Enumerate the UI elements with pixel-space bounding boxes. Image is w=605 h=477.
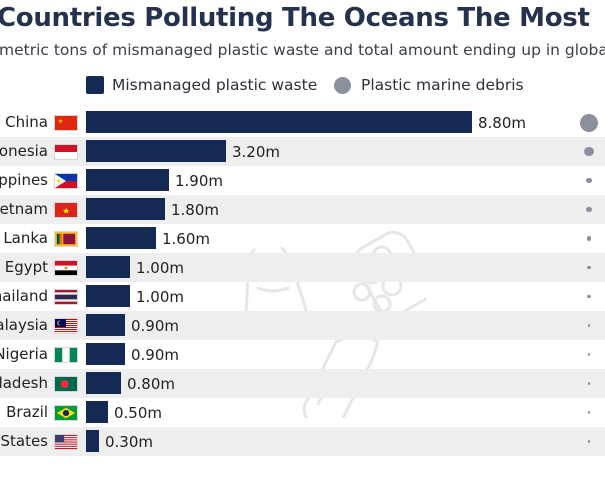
category-label: hailand <box>0 287 48 305</box>
bar-value-label: 3.20m <box>232 143 281 161</box>
category-label: Nigeria <box>0 345 48 363</box>
bar <box>86 372 121 394</box>
chart-row: Brazil 0.50m <box>0 398 605 427</box>
bar <box>86 314 125 336</box>
thailand-flag-icon <box>54 289 78 305</box>
debris-dot <box>587 294 591 299</box>
china-flag-icon: ★ <box>54 115 78 131</box>
debris-dot <box>586 177 592 184</box>
bar <box>86 430 99 452</box>
chart-row: Lanka 1.60m <box>0 224 605 253</box>
usa-flag-icon <box>54 434 78 450</box>
chart-row: States 0.30m <box>0 427 605 456</box>
bar <box>86 111 472 133</box>
bar-value-label: 1.90m <box>175 172 224 190</box>
legend-label: Mismanaged plastic waste <box>112 76 318 94</box>
bar <box>86 169 169 191</box>
legend-item-debris: Plastic marine debris <box>334 76 524 94</box>
bar <box>86 227 156 249</box>
bar-value-label: 0.80m <box>127 375 176 393</box>
debris-dot <box>587 382 591 385</box>
chart-row: ppines 1.90m <box>0 166 605 195</box>
chart-row: alaysia 0.90m <box>0 311 605 340</box>
bar-value-label: 1.80m <box>171 201 220 219</box>
egypt-flag-icon <box>54 260 78 276</box>
debris-dot <box>586 206 592 213</box>
svg-text:★: ★ <box>62 207 69 216</box>
vietnam-flag-icon: ★ <box>54 202 78 218</box>
bar-value-label: 1.00m <box>136 259 185 277</box>
debris-dot <box>584 146 594 157</box>
category-label: States <box>0 432 48 450</box>
chart-row: etnam ★ 1.80m <box>0 195 605 224</box>
debris-dot <box>580 113 598 132</box>
category-label: China <box>5 113 48 131</box>
indonesia-flag-icon <box>54 144 78 160</box>
chart-title: Countries Polluting The Oceans The Most <box>0 3 590 33</box>
debris-dot <box>587 411 591 414</box>
category-label: alaysia <box>0 316 48 334</box>
legend-circle-icon <box>334 76 351 94</box>
philippines-flag-icon <box>54 173 78 189</box>
debris-dot <box>587 440 591 443</box>
brazil-flag-icon <box>54 405 78 421</box>
debris-dot <box>586 236 592 241</box>
debris-dot <box>587 324 591 327</box>
bar <box>86 285 130 307</box>
chart-row: hailand 1.00m <box>0 282 605 311</box>
malaysia-flag-icon <box>54 318 78 334</box>
legend-square-icon <box>86 76 104 94</box>
bar-value-label: 1.60m <box>162 230 211 248</box>
chart-row: China ★ 8.80m <box>0 108 605 137</box>
debris-dot <box>587 265 591 270</box>
category-label: Egypt <box>4 258 48 276</box>
category-label: onesia <box>0 142 48 160</box>
category-label: etnam <box>0 200 48 218</box>
chart-row: ladesh 0.80m <box>0 369 605 398</box>
bar <box>86 198 165 220</box>
sri-lanka-flag-icon <box>54 231 78 247</box>
bar-value-label: 1.00m <box>136 288 185 306</box>
bar-value-label: 0.90m <box>131 346 180 364</box>
bar-value-label: 0.90m <box>131 317 180 335</box>
bar-value-label: 0.30m <box>105 433 154 451</box>
nigeria-flag-icon <box>54 347 78 363</box>
legend-label: Plastic marine debris <box>361 76 524 94</box>
chart-row: Egypt 1.00m <box>0 253 605 282</box>
category-label: Lanka <box>3 229 48 247</box>
bangladesh-flag-icon <box>54 376 78 392</box>
svg-text:★: ★ <box>58 118 64 125</box>
bar-value-label: 8.80m <box>478 114 527 132</box>
bar-value-label: 0.50m <box>114 404 163 422</box>
chart-subtitle: metric tons of mismanaged plastic waste … <box>0 41 605 59</box>
debris-dot <box>587 353 591 356</box>
legend-item-mismanaged: Mismanaged plastic waste <box>86 76 317 94</box>
bar <box>86 401 108 423</box>
chart-row: Nigeria 0.90m <box>0 340 605 369</box>
bar <box>86 140 226 162</box>
category-label: ppines <box>0 171 48 189</box>
chart-row: onesia 3.20m <box>0 137 605 166</box>
category-label: ladesh <box>0 374 48 392</box>
bar <box>86 256 130 278</box>
category-label: Brazil <box>6 403 48 421</box>
bar <box>86 343 125 365</box>
